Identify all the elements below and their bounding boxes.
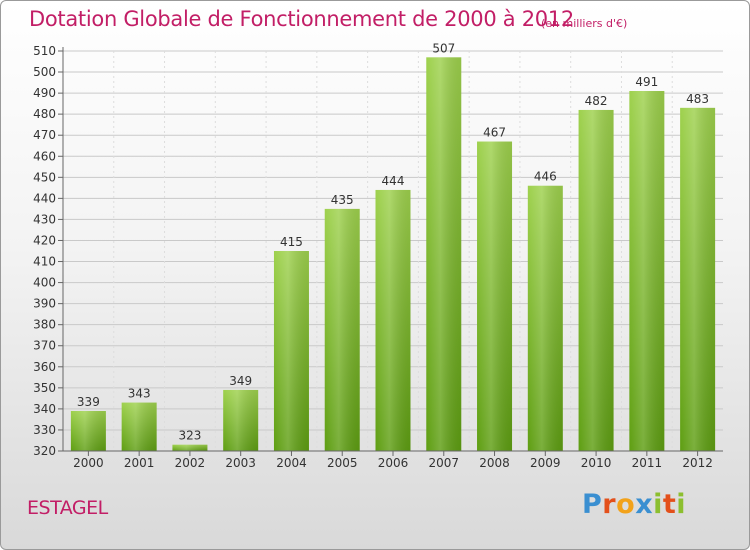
xtick-label-2001: 2001	[124, 456, 155, 470]
xtick-label-2007: 2007	[428, 456, 459, 470]
xtick-label-2012: 2012	[682, 456, 713, 470]
data-label-2010: 482	[585, 94, 608, 108]
bar-shade-2004	[273, 251, 309, 451]
logo-letter: i	[653, 489, 663, 520]
data-label-2000: 339	[77, 395, 100, 409]
data-label-2007: 507	[432, 41, 455, 55]
xtick-label-2011: 2011	[632, 456, 663, 470]
logo-letter: x	[635, 489, 654, 520]
ytick-label-430: 430	[33, 212, 56, 226]
data-label-2004: 415	[280, 235, 303, 249]
xtick-label-2010: 2010	[581, 456, 612, 470]
ytick-label-440: 440	[33, 191, 56, 205]
logo-letter: r	[602, 489, 617, 520]
data-label-2003: 349	[229, 374, 252, 388]
bar-shade-2006	[375, 189, 411, 451]
axis-layer: 320 330 340 350 360 370 380 390 400 410 420 430 440 4…	[33, 44, 723, 470]
data-label-2005: 435	[331, 193, 354, 207]
ytick-label-380: 380	[33, 318, 56, 332]
bar-shade-2007	[426, 57, 462, 451]
bar-shade-2012	[680, 107, 716, 451]
bar-shade-2005	[324, 208, 360, 451]
ytick-label-490: 490	[33, 86, 56, 100]
ytick-label-360: 360	[33, 360, 56, 374]
ytick-label-330: 330	[33, 423, 56, 437]
bar-layer: 339 343 323 349 415 435 444 507 467 446 482 491 483	[70, 41, 716, 452]
xtick-label-2009: 2009	[530, 456, 561, 470]
bar-shade-2000	[70, 411, 106, 451]
xtick-label-2000: 2000	[73, 456, 104, 470]
ytick-label-340: 340	[33, 402, 56, 416]
logo-letter: t	[662, 489, 677, 520]
ytick-label-510: 510	[33, 44, 56, 58]
data-label-2008: 467	[483, 126, 506, 140]
logo-letter: i	[676, 489, 687, 520]
bar-shade-2002	[172, 444, 208, 451]
ytick-label-500: 500	[33, 65, 56, 79]
bar-shade-2011	[629, 91, 665, 451]
xtick-label-2008: 2008	[479, 456, 510, 470]
xtick-label-2003: 2003	[225, 456, 256, 470]
chart-title: Dotation Globale de Fonctionnement de 20…	[29, 7, 574, 31]
ytick-label-400: 400	[33, 276, 56, 290]
ytick-label-350: 350	[33, 381, 56, 395]
bar-shade-2008	[477, 141, 513, 452]
bar-shade-2003	[223, 389, 259, 451]
ytick-label-480: 480	[33, 107, 56, 121]
ytick-label-390: 390	[33, 297, 56, 311]
xtick-label-2005: 2005	[327, 456, 358, 470]
ytick-label-460: 460	[33, 149, 56, 163]
logo-letter: P	[582, 489, 603, 520]
ytick-label-450: 450	[33, 170, 56, 184]
bar-shade-2010	[578, 109, 614, 452]
ytick-label-420: 420	[33, 233, 56, 247]
commune-name: ESTAGEL	[27, 497, 108, 519]
bar-shade-2009	[527, 185, 563, 451]
chart-unit-note: (en milliers d'€)	[541, 17, 628, 30]
data-label-2002: 323	[178, 429, 201, 443]
data-label-2006: 444	[382, 174, 405, 188]
logo-letter: o	[616, 489, 636, 520]
data-label-2009: 446	[534, 170, 557, 184]
data-label-2011: 491	[635, 75, 658, 89]
data-label-2001: 343	[128, 387, 151, 401]
ytick-label-410: 410	[33, 255, 56, 269]
ytick-label-470: 470	[33, 128, 56, 142]
bar-shade-2001	[121, 402, 157, 451]
xtick-label-2006: 2006	[378, 456, 409, 470]
xtick-label-2004: 2004	[276, 456, 307, 470]
ytick-label-370: 370	[33, 339, 56, 353]
proxiti-logo[interactable]: Proxiti	[582, 489, 686, 520]
xtick-label-2002: 2002	[175, 456, 206, 470]
data-label-2012: 483	[686, 92, 709, 106]
ytick-label-320: 320	[33, 444, 56, 458]
